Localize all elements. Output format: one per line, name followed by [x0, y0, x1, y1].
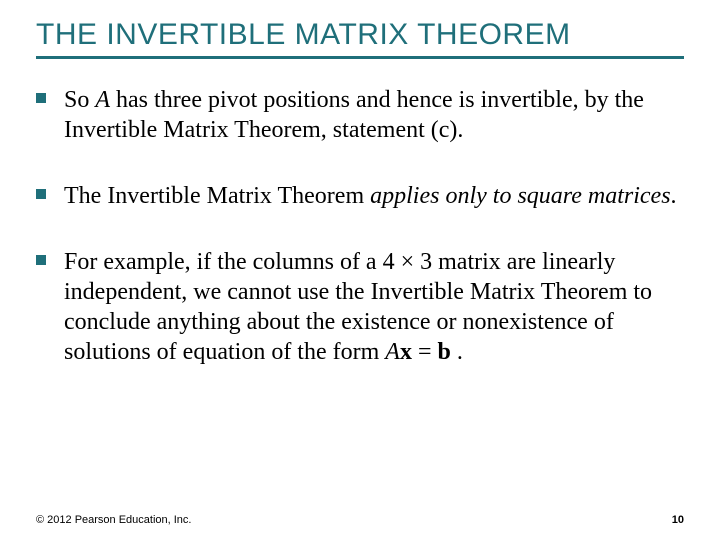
bullet-marker-icon	[36, 255, 46, 265]
bullet-item: For example, if the columns of a 4 × 3 m…	[36, 247, 684, 367]
bullet-item: The Invertible Matrix Theorem applies on…	[36, 181, 684, 211]
bullet-text: So A has three pivot positions and hence…	[64, 87, 644, 143]
page-number: 10	[672, 514, 684, 526]
slide: THE INVERTIBLE MATRIX THEOREM So A has t…	[0, 0, 720, 540]
bullet-marker-icon	[36, 93, 46, 103]
bullet-marker-icon	[36, 189, 46, 199]
bullet-text: For example, if the columns of a 4 × 3 m…	[64, 249, 652, 365]
copyright-footer: © 2012 Pearson Education, Inc.	[36, 514, 191, 526]
bullet-list: So A has three pivot positions and hence…	[36, 85, 684, 367]
slide-title: THE INVERTIBLE MATRIX THEOREM	[36, 18, 684, 59]
bullet-text: The Invertible Matrix Theorem applies on…	[64, 183, 677, 209]
bullet-item: So A has three pivot positions and hence…	[36, 85, 684, 145]
